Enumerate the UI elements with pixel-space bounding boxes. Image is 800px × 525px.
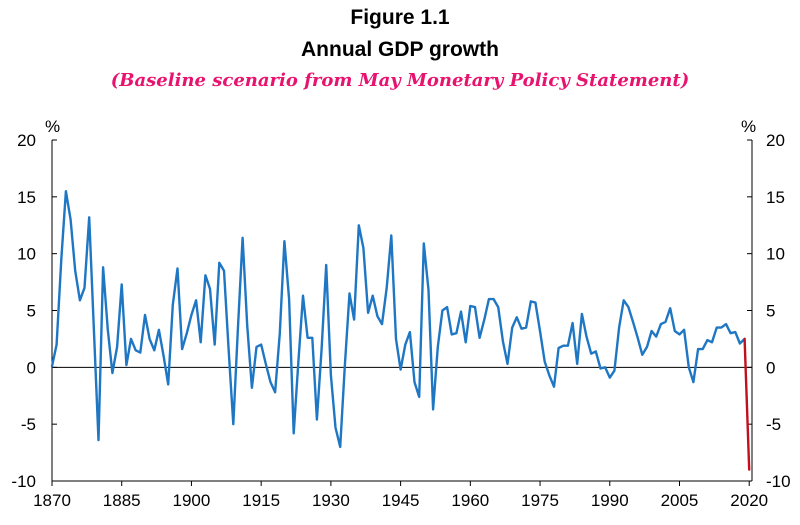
y-tick-label-right: 10	[766, 245, 785, 264]
x-tick-label: 2005	[661, 491, 699, 510]
series-lines	[50, 189, 751, 471]
x-tick-label: 1870	[33, 491, 71, 510]
x-tick-label: 1900	[173, 491, 211, 510]
chart-title: Annual GDP growth	[301, 38, 499, 61]
y-tick-label-right: -10	[766, 472, 791, 491]
x-tick-label: 1975	[521, 491, 559, 510]
x-tick-label: 1915	[242, 491, 280, 510]
y-tick-label-left: 5	[27, 302, 36, 321]
series-line-actual	[50, 189, 746, 449]
axes	[51, 139, 753, 486]
y-tick-label-left: 15	[17, 188, 36, 207]
y-tick-label-left: -10	[11, 472, 36, 491]
x-tick-label: 1960	[451, 491, 489, 510]
y-tick-label-right: 15	[766, 188, 785, 207]
series-line-projection	[743, 337, 751, 471]
x-tick-label: 1930	[312, 491, 350, 510]
y-tick-label-left: 10	[17, 245, 36, 264]
y-tick-label-right: 5	[766, 302, 775, 321]
y-tick-label-right: -5	[766, 415, 781, 434]
x-tick-label: 1885	[103, 491, 141, 510]
y-tick-label-right: 0	[766, 358, 775, 377]
x-tick-label: 1990	[591, 491, 629, 510]
y-tick-label-right: 20	[766, 131, 785, 150]
right-unit-label: %	[741, 117, 756, 136]
chart-subtitle: (Baseline scenario from May Monetary Pol…	[110, 70, 690, 91]
x-tick-label: 2020	[730, 491, 768, 510]
left-unit-label: %	[45, 117, 60, 136]
y-tick-label-left: -5	[21, 415, 36, 434]
y-tick-label-left: 20	[17, 131, 36, 150]
y-tick-label-left: 0	[27, 358, 36, 377]
figure-label: Figure 1.1	[350, 6, 450, 29]
x-tick-label: 1945	[382, 491, 420, 510]
